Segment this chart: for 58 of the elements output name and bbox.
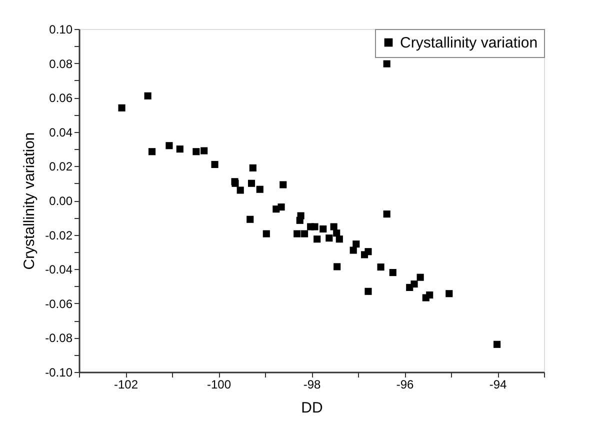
point bbox=[246, 216, 254, 223]
y-axis-title: Crystallinity variation bbox=[21, 132, 38, 270]
point bbox=[494, 340, 501, 348]
y-tick-label: 0.02 bbox=[49, 160, 73, 174]
point bbox=[118, 104, 126, 112]
y-tick-label: -0.04 bbox=[45, 262, 73, 277]
point bbox=[200, 147, 208, 154]
point bbox=[350, 246, 357, 254]
point bbox=[320, 225, 327, 233]
point bbox=[256, 186, 264, 193]
point bbox=[300, 230, 308, 238]
point bbox=[248, 180, 256, 187]
point bbox=[330, 223, 338, 230]
legend-label: Crystallinity variation bbox=[400, 34, 538, 52]
x-tick-label: -102 bbox=[114, 378, 138, 392]
point bbox=[334, 263, 341, 270]
point bbox=[280, 181, 287, 188]
y-tick-label: 0.10 bbox=[49, 22, 73, 36]
y-tick-label: -0.08 bbox=[45, 331, 73, 346]
y-tick-label: 0.08 bbox=[49, 56, 73, 71]
point bbox=[236, 186, 244, 194]
point bbox=[336, 236, 343, 243]
point bbox=[144, 92, 152, 100]
point bbox=[364, 248, 372, 256]
point bbox=[383, 210, 390, 218]
point bbox=[364, 288, 372, 295]
point bbox=[416, 274, 424, 281]
x-tick-label: -98 bbox=[303, 378, 321, 392]
point bbox=[426, 291, 434, 299]
y-tick-label: -0.10 bbox=[45, 366, 73, 380]
point bbox=[377, 264, 384, 271]
x-axis-title: DD bbox=[301, 400, 323, 416]
point bbox=[311, 223, 318, 230]
point bbox=[278, 203, 285, 211]
point bbox=[296, 216, 304, 224]
point bbox=[383, 60, 390, 68]
point bbox=[148, 148, 156, 156]
point bbox=[262, 230, 270, 238]
point bbox=[446, 290, 453, 298]
point bbox=[314, 236, 321, 243]
point bbox=[333, 230, 340, 237]
point bbox=[192, 148, 200, 156]
y-tick-label: -0.02 bbox=[45, 228, 73, 242]
point bbox=[249, 164, 256, 172]
x-tick-label: -100 bbox=[206, 378, 232, 392]
point bbox=[406, 284, 414, 291]
point bbox=[166, 142, 173, 150]
y-tick-label: 0.06 bbox=[49, 91, 73, 106]
point bbox=[176, 146, 184, 153]
point bbox=[389, 268, 396, 276]
x-tick-label: -96 bbox=[396, 378, 414, 392]
y-tick-label: 0.00 bbox=[49, 194, 73, 208]
point bbox=[326, 234, 333, 242]
point bbox=[211, 160, 218, 168]
x-tick-label: -94 bbox=[489, 378, 507, 392]
y-tick-label: 0.04 bbox=[49, 125, 73, 140]
point bbox=[294, 230, 301, 238]
y-tick-label: -0.06 bbox=[45, 296, 73, 311]
